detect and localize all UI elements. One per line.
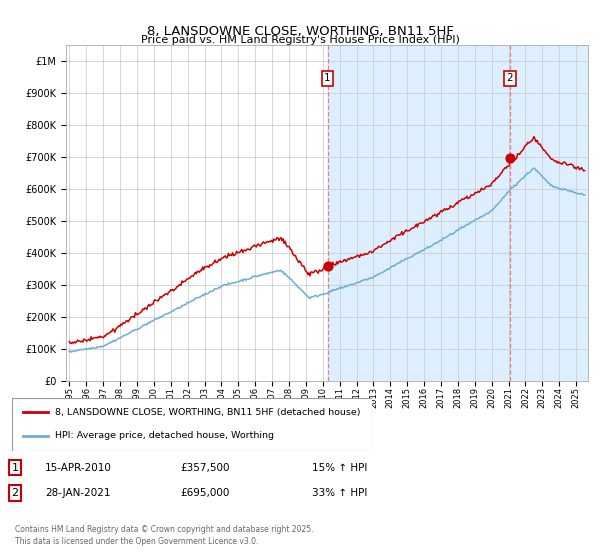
Text: 28-JAN-2021: 28-JAN-2021	[45, 488, 110, 498]
Text: £695,000: £695,000	[180, 488, 229, 498]
Text: Contains HM Land Registry data © Crown copyright and database right 2025.
This d: Contains HM Land Registry data © Crown c…	[15, 525, 314, 546]
Bar	[510, 45, 588, 381]
Text: 1: 1	[11, 463, 19, 473]
Text: Price paid vs. HM Land Registry's House Price Index (HPI): Price paid vs. HM Land Registry's House …	[140, 35, 460, 45]
Point	[505, 154, 515, 163]
FancyBboxPatch shape	[12, 398, 372, 451]
Text: 15% ↑ HPI: 15% ↑ HPI	[312, 463, 367, 473]
Text: 15-APR-2010: 15-APR-2010	[45, 463, 112, 473]
Text: £357,500: £357,500	[180, 463, 229, 473]
Point	[323, 262, 332, 271]
Text: 8, LANSDOWNE CLOSE, WORTHING, BN11 5HF (detached house): 8, LANSDOWNE CLOSE, WORTHING, BN11 5HF (…	[55, 408, 361, 417]
Text: 1: 1	[324, 73, 331, 83]
Text: 2: 2	[506, 73, 513, 83]
Text: 8, LANSDOWNE CLOSE, WORTHING, BN11 5HF: 8, LANSDOWNE CLOSE, WORTHING, BN11 5HF	[146, 25, 454, 38]
Bar	[328, 45, 510, 381]
Text: 2: 2	[11, 488, 19, 498]
Text: HPI: Average price, detached house, Worthing: HPI: Average price, detached house, Wort…	[55, 431, 274, 440]
Text: 33% ↑ HPI: 33% ↑ HPI	[312, 488, 367, 498]
